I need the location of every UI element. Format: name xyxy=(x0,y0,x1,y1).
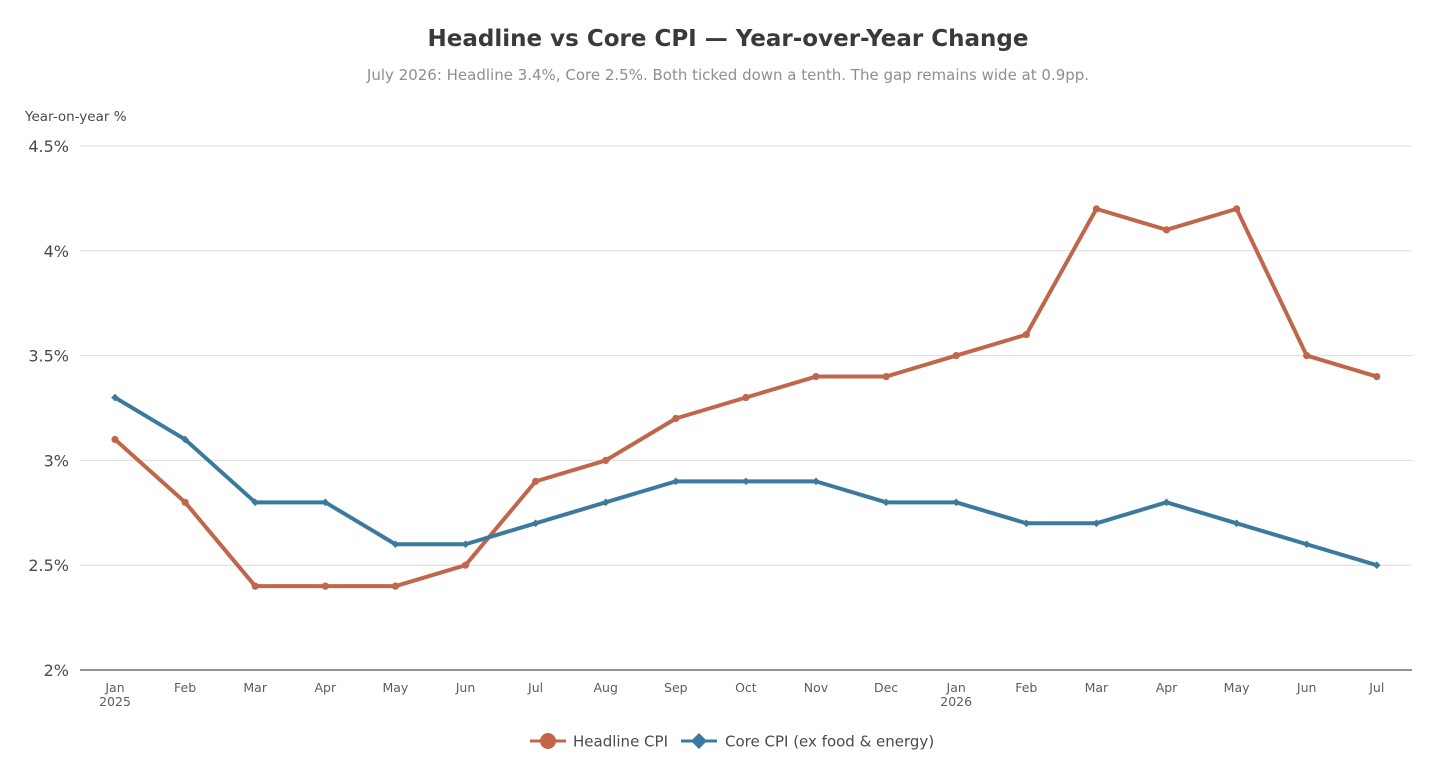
data-point xyxy=(882,498,890,507)
data-point xyxy=(672,477,680,486)
legend-label: Core CPI (ex food & energy) xyxy=(725,733,934,751)
data-point xyxy=(1373,561,1381,569)
data-point xyxy=(181,435,189,444)
data-point xyxy=(391,540,400,549)
x-tick-label: Apr xyxy=(1156,680,1178,695)
y-axis-label: Year-on-year % xyxy=(24,109,127,125)
data-point xyxy=(1162,498,1171,507)
data-point xyxy=(672,414,680,423)
data-point xyxy=(321,582,329,590)
x-tick-label: Feb xyxy=(1015,680,1037,695)
x-axis-ticks: Jan 2025 Feb Mar Apr May Jun Jul Aug Sep Oct Nov Dec… xyxy=(99,680,1384,709)
data-point xyxy=(321,498,330,507)
data-point xyxy=(952,352,960,360)
data-point xyxy=(812,477,820,486)
data-point xyxy=(251,498,259,507)
data-point xyxy=(742,477,750,486)
data-point xyxy=(602,456,610,464)
x-tick-label: Apr xyxy=(314,680,336,695)
data-point xyxy=(461,540,470,549)
data-point xyxy=(1303,352,1311,360)
data-point xyxy=(952,498,960,507)
series-headline-cpi xyxy=(111,205,1381,590)
data-point xyxy=(111,393,119,402)
x-tick-label: Oct xyxy=(735,680,757,695)
series-lines xyxy=(111,205,1381,590)
data-point xyxy=(882,372,890,381)
x-tick-label: Mar xyxy=(1085,680,1109,695)
x-tick-label: Jul xyxy=(1368,680,1384,695)
data-point xyxy=(1233,205,1241,213)
x-tick-label: Feb xyxy=(174,680,196,695)
legend-item-core-cpi: Core CPI (ex food & energy) xyxy=(681,733,934,751)
x-tick-label: May xyxy=(1224,680,1250,695)
y-tick-label: 3% xyxy=(44,451,69,470)
data-point xyxy=(251,582,259,590)
data-point xyxy=(1302,540,1311,549)
data-point xyxy=(812,372,820,381)
x-tick-label: Mar xyxy=(243,680,267,695)
x-tick-label: May xyxy=(382,680,408,695)
data-point xyxy=(1373,372,1381,381)
x-tick-label: Dec xyxy=(874,680,898,695)
x-tick-label: Nov xyxy=(804,680,829,695)
data-point xyxy=(1092,205,1100,213)
data-point xyxy=(1232,519,1241,528)
x-tick-label: Sep xyxy=(664,680,688,695)
data-point xyxy=(1162,226,1171,234)
y-tick-label: 2.5% xyxy=(28,556,69,575)
y-tick-label: 4.5% xyxy=(28,137,69,156)
data-point xyxy=(531,519,540,528)
data-point xyxy=(742,393,750,402)
data-point xyxy=(181,498,189,506)
data-point xyxy=(1022,519,1031,528)
data-point xyxy=(601,498,610,507)
legend-label: Headline CPI xyxy=(573,733,668,751)
x-tick-label: Aug xyxy=(593,680,617,695)
x-tick-label: Jan 2025 xyxy=(99,680,131,709)
legend-item-headline-cpi: Headline CPI xyxy=(530,733,668,751)
chart-title: Headline vs Core CPI — Year-over-Year Ch… xyxy=(427,26,1029,52)
x-tick-label: Jan 2026 xyxy=(940,680,972,709)
y-tick-label: 3.5% xyxy=(28,347,69,366)
data-point xyxy=(1092,519,1101,528)
x-tick-label: Jun xyxy=(455,680,476,695)
y-axis-ticks: 2% 2.5% 3% 3.5% 4% 4.5% xyxy=(28,137,69,680)
legend: Headline CPI Core CPI (ex food & energy) xyxy=(530,733,934,751)
data-point xyxy=(532,477,540,485)
chart-subtitle: July 2026: Headline 3.4%, Core 2.5%. Bot… xyxy=(366,66,1090,84)
gridlines xyxy=(80,145,1412,671)
legend-marker xyxy=(691,733,707,749)
y-tick-label: 4% xyxy=(44,242,69,261)
data-point xyxy=(1022,331,1030,339)
series-core-cpi xyxy=(111,393,1381,569)
data-point xyxy=(461,561,470,569)
legend-marker xyxy=(540,733,556,749)
y-tick-label: 2% xyxy=(44,661,69,680)
x-tick-label: Jun xyxy=(1296,680,1317,695)
data-point xyxy=(111,435,119,444)
data-point xyxy=(391,582,399,590)
x-tick-label: Jul xyxy=(527,680,543,695)
